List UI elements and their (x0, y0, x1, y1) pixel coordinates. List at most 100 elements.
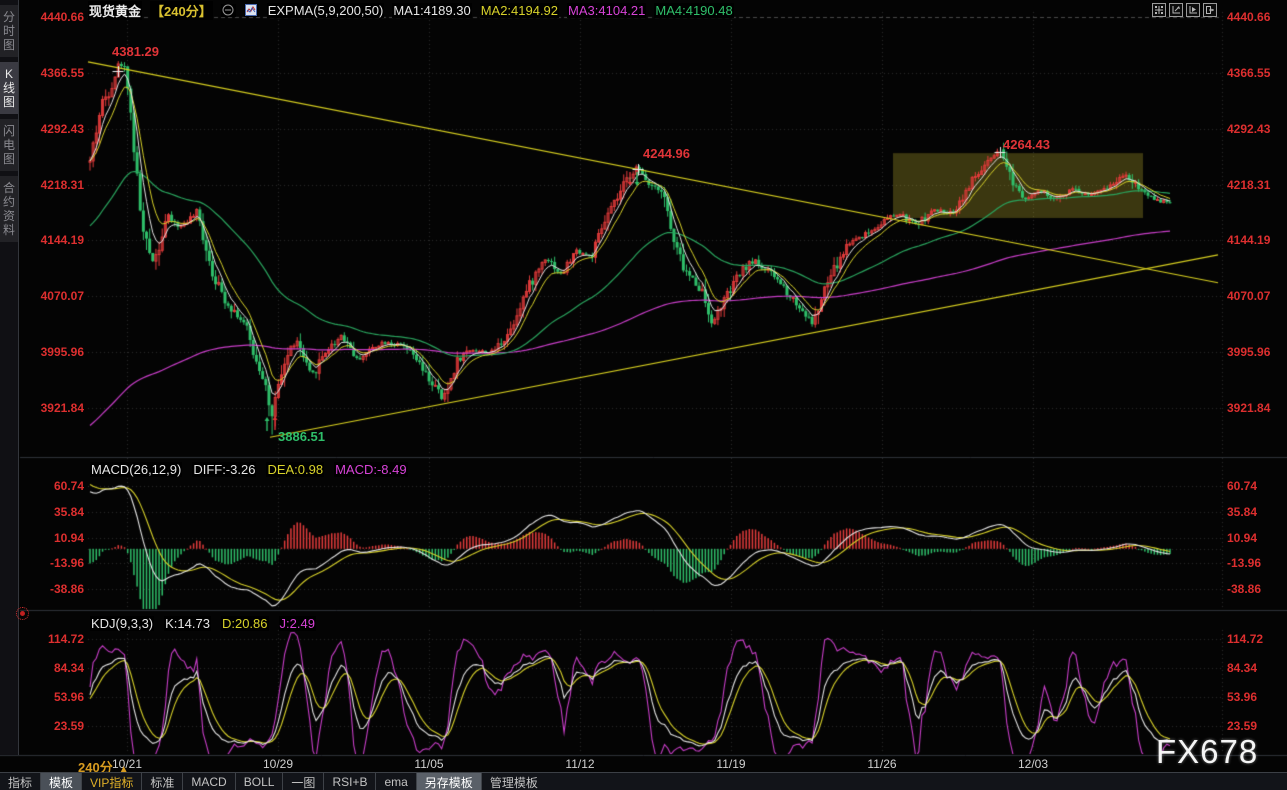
sidebar-tab-contract-info[interactable]: 合约资料 (0, 176, 18, 242)
x-axis-date: 11/26 (867, 757, 897, 771)
macd-macd-value: MACD:-8.49 (334, 462, 408, 477)
macd-tick: 35.84 (1227, 504, 1258, 519)
toolbar-standard-button[interactable]: 标准 (141, 773, 182, 790)
ma2-value: MA2:4194.92 (479, 2, 560, 18)
toolbar-ema-button[interactable]: ema (375, 773, 415, 790)
price-tick: 4440.66 (1227, 10, 1271, 24)
macd-header: MACD(26,12,9) DIFF:-3.26 DEA:0.98 MACD:-… (90, 462, 408, 477)
watermark-logo: FX678 (1156, 733, 1259, 770)
pan-crosshair-icon[interactable] (1152, 3, 1166, 17)
macd-dea-value: DEA:0.98 (266, 462, 325, 477)
kdj-tick: 53.96 (53, 690, 84, 704)
macd-title: MACD(26,12,9) (90, 462, 183, 477)
sidebar: 分时图 K线图 闪电图 合约资料 (0, 0, 19, 755)
price-annotation: 4381.29 (112, 44, 159, 59)
macd-tick: -13.96 (49, 556, 84, 571)
toolbar-boll-button[interactable]: BOLL (234, 773, 283, 790)
toolbar-vip-indicators-button[interactable]: VIP指标 (81, 773, 141, 790)
kdj-d-value: D:20.86 (220, 616, 269, 631)
indicator-name: EXPMA(5,9,200,50) (266, 2, 385, 18)
kdj-tick: 23.59 (53, 719, 84, 733)
macd-tick: -13.96 (1227, 556, 1262, 571)
price-tick: 4292.43 (40, 121, 84, 136)
price-tick: 3921.84 (40, 400, 84, 415)
interval-badge-label: 240分 (78, 760, 113, 775)
price-tick: 4440.66 (40, 10, 84, 24)
price-tick: 4070.07 (1227, 289, 1271, 304)
macd-tick: 35.84 (53, 504, 84, 519)
kdj-j-value: J:2.49 (278, 616, 316, 631)
toolbar-indicators-button[interactable]: 指标 (8, 775, 33, 790)
collapse-circle-icon[interactable] (220, 3, 236, 17)
exit-panel-icon[interactable] (1203, 3, 1217, 17)
price-tick: 3921.84 (1227, 400, 1271, 415)
kdj-tick: 84.34 (1227, 661, 1258, 675)
toolbar-template-button[interactable]: 模板 (40, 773, 82, 790)
price-tick: 4366.55 (40, 65, 84, 80)
macd-tick: 10.94 (53, 530, 84, 545)
toolbar-rsi-b-button[interactable]: RSI+B (323, 773, 375, 790)
toolbar-macd-button[interactable]: MACD (182, 773, 234, 790)
kdj-header: KDJ(9,3,3) K:14.73 D:20.86 J:2.49 (90, 616, 316, 631)
x-axis-date: 11/05 (414, 757, 444, 771)
chart-header: 现货黄金 【240分】 EXPMA(5,9,200,50) MA1:4189.3… (88, 0, 734, 20)
ma1-value: MA1:4189.30 (392, 2, 472, 18)
indicator-chart-icon[interactable] (243, 3, 259, 17)
chevron-up-icon: ▲ (118, 764, 129, 775)
kdj-title: KDJ(9,3,3) (90, 616, 155, 631)
price-tick: 3995.96 (40, 345, 84, 360)
macd-tick: 10.94 (1227, 530, 1258, 545)
sidebar-tab-lightning[interactable]: 闪电图 (0, 119, 18, 171)
kdj-tick: 114.72 (1227, 632, 1264, 646)
price-tick: 4070.07 (40, 289, 84, 304)
price-annotation: 4244.96 (643, 146, 690, 161)
toolbar-one-chart-button[interactable]: 一图 (282, 773, 323, 790)
symbol-name: 现货黄金 (88, 0, 143, 20)
indicator-settings-icon[interactable] (16, 607, 29, 620)
price-annotation: 3886.51 (278, 429, 325, 444)
ma3-value: MA3:4104.21 (567, 2, 647, 18)
price-tick: 4292.43 (1227, 121, 1271, 136)
macd-diff-value: DIFF:-3.26 (192, 462, 257, 477)
price-tick: 4218.31 (40, 177, 84, 192)
sidebar-tab-timeshare[interactable]: 分时图 (0, 5, 18, 57)
macd-tick: -38.86 (49, 582, 84, 596)
macd-tick: 60.74 (53, 479, 84, 493)
sidebar-tab-kline[interactable]: K线图 (0, 62, 18, 114)
kdj-k-value: K:14.73 (164, 616, 211, 631)
macd-tick: -38.86 (1227, 582, 1262, 596)
macd-axis-left: 60.74 35.84 10.94 -13.96 -38.86 (20, 480, 84, 595)
kdj-axis-right: 114.72 84.34 53.96 23.59 (1227, 633, 1285, 732)
price-annotation: 4264.43 (1003, 137, 1050, 152)
interval-label: 【240分】 (150, 0, 213, 20)
x-axis-date: 10/29 (262, 757, 294, 771)
price-axis-right: 4440.66 4366.55 4292.43 4218.31 4144.19 … (1227, 11, 1285, 414)
macd-tick: 60.74 (1227, 479, 1258, 493)
price-tick: 4144.19 (1227, 233, 1271, 248)
x-axis-date: 12/03 (1017, 757, 1049, 771)
axis-play-icon[interactable] (1186, 3, 1200, 17)
price-tick: 4144.19 (40, 233, 84, 248)
price-tick: 3995.96 (1227, 345, 1271, 360)
x-axis-date: 10/21 (111, 757, 143, 771)
bottom-toolbar: 指标 模板 VIP指标 标准 MACD BOLL 一图 RSI+B ema 另存… (0, 772, 1287, 790)
kdj-axis-left: 114.72 84.34 53.96 23.59 (20, 633, 84, 732)
x-axis-date: 11/12 (565, 757, 595, 771)
x-axis-date: 11/19 (716, 757, 746, 771)
price-axis-left: 4440.66 4366.55 4292.43 4218.31 4144.19 … (20, 11, 84, 414)
price-tick: 4366.55 (1227, 65, 1271, 80)
chart-window-buttons (1152, 3, 1217, 17)
price-tick: 4218.31 (1227, 177, 1271, 192)
kdj-tick: 53.96 (1227, 690, 1258, 704)
kdj-tick: 114.72 (47, 632, 84, 646)
toolbar-manage-template-button[interactable]: 管理模板 (480, 773, 546, 790)
kdj-tick: 23.59 (1227, 719, 1258, 733)
kdj-tick: 84.34 (53, 661, 84, 675)
toolbar-save-template-button[interactable]: 另存模板 (415, 773, 481, 790)
ma4-value: MA4:4190.48 (654, 2, 734, 18)
axis-scale-icon[interactable] (1169, 3, 1183, 17)
interval-selector[interactable]: 240分 ▲ (78, 757, 129, 776)
macd-axis-right: 60.74 35.84 10.94 -13.96 -38.86 (1227, 480, 1285, 595)
